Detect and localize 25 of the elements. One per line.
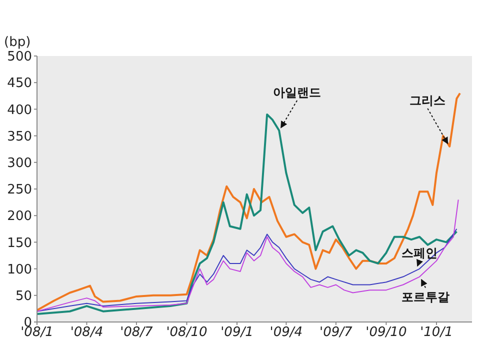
line-series	[37, 199, 459, 312]
y-tick-label: 50	[15, 289, 32, 304]
line-series	[37, 228, 458, 312]
x-tick-label: '08/10	[166, 325, 208, 340]
x-tick-label: '08/7	[120, 325, 154, 340]
y-tick-label: 300	[7, 156, 32, 172]
y-tick-label: 150	[7, 236, 32, 251]
y-tick-label: 450	[7, 76, 32, 92]
y-axis-title: (bp)	[4, 35, 31, 50]
x-tick-label: '09/1	[220, 325, 254, 340]
x-tick-label: '10/1	[420, 325, 453, 340]
y-tick-label: 350	[7, 129, 32, 144]
y-tick-label: 200	[7, 209, 32, 224]
y-tick-label: 500	[7, 50, 32, 65]
y-tick-label: 400	[7, 102, 32, 118]
x-tick-label: '09/7	[320, 325, 354, 340]
y-tick-label: 100	[7, 262, 32, 278]
series-label: 포르투갈	[402, 290, 450, 304]
x-tick-label: '09/4	[270, 325, 303, 340]
y-tick-label: 250	[7, 182, 32, 198]
series-label: 아일랜드	[273, 85, 322, 100]
x-tick-label: '09/10	[366, 325, 407, 340]
x-tick-label: '08/4	[70, 325, 104, 340]
series-label: 스페인	[402, 246, 438, 260]
series-label: 그리스	[410, 93, 446, 108]
